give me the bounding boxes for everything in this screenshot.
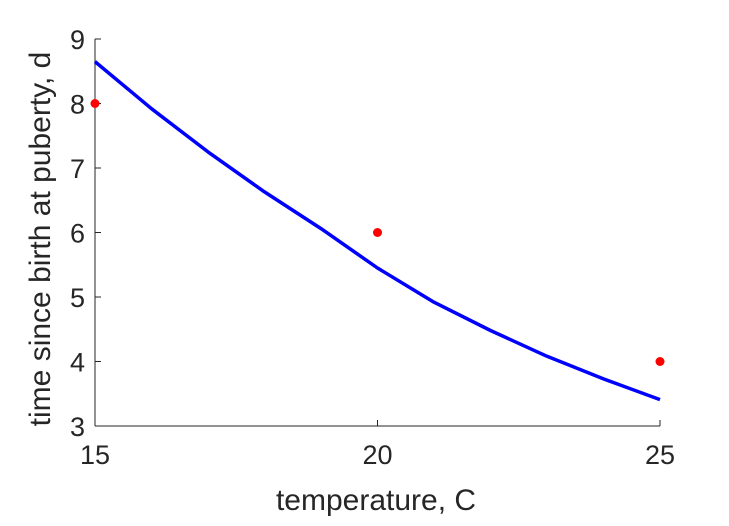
y-axis-label: time since birth at puberty, d: [24, 52, 57, 427]
y-tick-label: 5: [70, 283, 85, 313]
y-tick-label: 6: [70, 219, 85, 249]
y-tick-label: 9: [70, 25, 85, 55]
x-axis-label: temperature, C: [276, 484, 476, 517]
model-curve-line: [93, 60, 661, 402]
x-tick-label: 25: [645, 440, 675, 470]
y-tick-label: 3: [70, 412, 85, 442]
y-tick-label: 8: [70, 90, 85, 120]
data-point: [373, 228, 382, 237]
series-layer: [90, 60, 665, 402]
y-tick-label: 7: [70, 154, 85, 184]
tick-labels: 3 4 5 6 7 8 9 15 20 25: [70, 25, 675, 470]
data-point: [655, 357, 665, 366]
data-point: [90, 99, 100, 108]
x-tick-label: 20: [362, 440, 392, 470]
y-tick-label: 4: [70, 348, 85, 378]
x-tick-label: 15: [80, 440, 110, 470]
